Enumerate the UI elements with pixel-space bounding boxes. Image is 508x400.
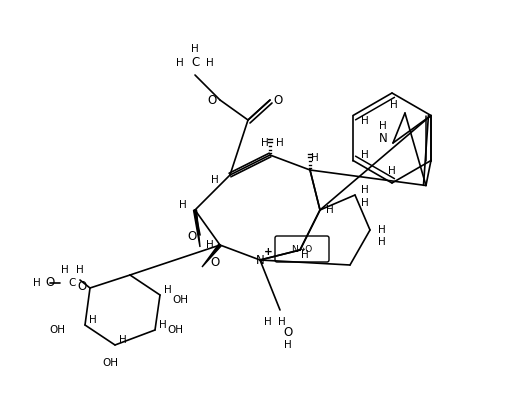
Text: H: H [261,138,269,148]
Text: +: + [264,247,272,257]
Text: H: H [119,335,127,345]
Text: H: H [388,166,396,176]
Text: H: H [284,340,292,350]
Text: H: H [76,265,84,275]
Text: H: H [379,121,387,131]
Text: N: N [256,254,264,266]
Text: C: C [191,56,199,70]
Text: OH: OH [167,325,183,335]
Text: OH: OH [172,295,188,305]
Text: C: C [68,278,76,288]
Text: O: O [283,326,293,338]
Text: O: O [45,276,55,290]
Text: H: H [264,317,272,327]
Text: H: H [179,200,187,210]
Text: H: H [390,100,398,110]
Text: H: H [361,185,369,195]
Text: H: H [326,205,334,215]
FancyBboxPatch shape [275,236,329,262]
Text: N→O: N→O [292,244,312,254]
Text: OH: OH [102,358,118,368]
Text: N: N [378,132,387,144]
Polygon shape [194,210,200,247]
Text: H: H [211,175,219,185]
Text: H: H [361,198,369,208]
Text: O: O [77,280,87,292]
Text: H: H [378,225,386,235]
Text: OH: OH [49,325,65,335]
Text: H: H [311,153,319,163]
Polygon shape [202,244,221,267]
Text: H: H [159,320,167,330]
Text: H: H [278,317,286,327]
Text: H: H [361,150,369,160]
Text: H: H [176,58,184,68]
Text: O: O [273,94,282,106]
Text: H: H [191,44,199,54]
Text: H: H [206,58,214,68]
Text: H: H [33,278,41,288]
Text: O: O [210,256,219,270]
Text: O: O [187,230,197,244]
Text: H: H [378,237,386,247]
Text: H: H [206,240,214,250]
Text: H: H [301,250,309,260]
Text: H: H [361,116,369,126]
Text: H: H [61,265,69,275]
Text: H: H [164,285,172,295]
Text: O: O [207,94,216,106]
Text: H: H [89,315,97,325]
Text: H: H [276,138,284,148]
